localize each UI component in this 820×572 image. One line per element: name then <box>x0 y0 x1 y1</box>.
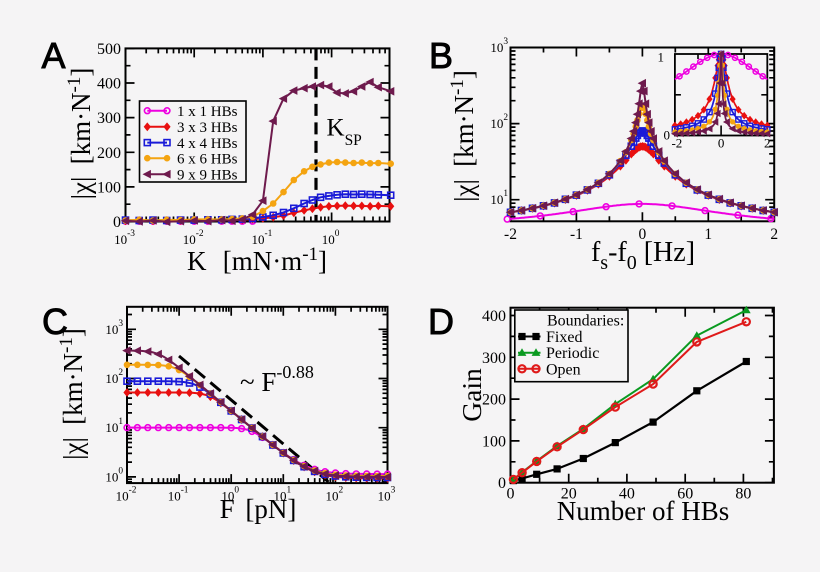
svg-text:400: 400 <box>97 76 121 93</box>
svg-text:0: 0 <box>113 214 121 231</box>
svg-text:80: 80 <box>735 486 751 503</box>
svg-text:2: 2 <box>770 226 778 243</box>
svg-text:60: 60 <box>677 486 693 503</box>
svg-text:-1: -1 <box>570 226 583 243</box>
svg-text:Gain: Gain <box>456 368 487 422</box>
svg-text:1: 1 <box>704 226 712 243</box>
svg-text:fs-f0 [Hz]: fs-f0 [Hz] <box>591 237 695 274</box>
svg-text:F [pN]: F [pN] <box>220 494 297 524</box>
svg-text:300: 300 <box>482 350 506 367</box>
svg-text:0: 0 <box>639 226 647 243</box>
svg-text:-2: -2 <box>504 226 517 243</box>
svg-text:1: 1 <box>658 50 665 65</box>
svg-text:Fixed: Fixed <box>546 329 582 346</box>
svg-text:0: 0 <box>718 136 725 151</box>
svg-text:200: 200 <box>97 145 121 162</box>
svg-text:6 x 6 HBs: 6 x 6 HBs <box>177 151 238 167</box>
svg-text:200: 200 <box>482 392 506 409</box>
svg-text:B: B <box>429 35 453 76</box>
svg-text:300: 300 <box>97 110 121 127</box>
svg-text:40: 40 <box>619 486 635 503</box>
svg-text:100: 100 <box>97 179 121 196</box>
svg-text:A: A <box>42 35 66 76</box>
svg-text:C: C <box>42 301 68 342</box>
svg-text:4 x 4 HBs: 4 x 4 HBs <box>177 136 238 152</box>
svg-text:D: D <box>428 301 454 342</box>
svg-text:100: 100 <box>482 433 506 450</box>
svg-text:|χ| [km·N-1]: |χ| [km·N-1] <box>56 328 88 460</box>
svg-text:9 x 9 HBs: 9 x 9 HBs <box>177 167 238 183</box>
svg-text:3 x 3 HBs: 3 x 3 HBs <box>177 120 238 136</box>
svg-text:-2: -2 <box>671 136 682 151</box>
svg-text:Open: Open <box>546 361 581 378</box>
svg-text:1 x 1 HBs: 1 x 1 HBs <box>177 104 238 120</box>
svg-text:400: 400 <box>482 308 506 325</box>
svg-text:Periodic: Periodic <box>546 345 599 362</box>
svg-text:Number of HBs: Number of HBs <box>557 496 729 526</box>
svg-text:0: 0 <box>498 475 506 492</box>
svg-text:0: 0 <box>507 486 515 503</box>
svg-text:2: 2 <box>764 136 771 151</box>
svg-text:Boundaries:: Boundaries: <box>547 313 624 330</box>
svg-text:500: 500 <box>97 41 121 58</box>
svg-text:20: 20 <box>561 486 577 503</box>
svg-text:0: 0 <box>664 128 671 143</box>
